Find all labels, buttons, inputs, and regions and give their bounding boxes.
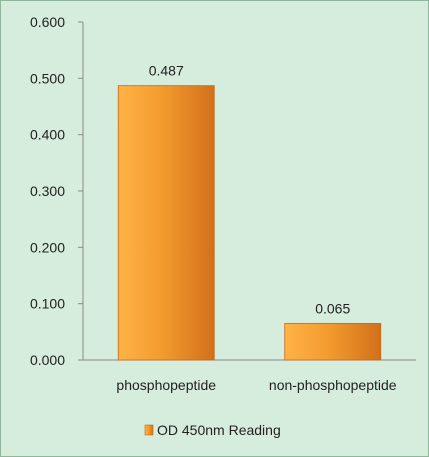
y-tick-label: 0.000 [30, 352, 65, 368]
bar-non-phosphopeptide [284, 322, 382, 361]
legend: OD 450nm Reading [144, 422, 281, 438]
category-label: phosphopeptide [116, 377, 216, 393]
y-tick-label: 0.200 [30, 239, 65, 255]
data-label: 0.065 [315, 300, 350, 316]
bar-phosphopeptide [117, 85, 215, 361]
bars [117, 85, 382, 361]
x-axis-categories: phosphopeptide non-phosphopeptide [116, 377, 396, 393]
y-tick-label: 0.300 [30, 183, 65, 199]
y-tick-label: 0.100 [30, 296, 65, 312]
y-tick-label: 0.600 [30, 14, 65, 30]
y-tick-label: 0.400 [30, 127, 65, 143]
data-labels: 0.487 0.065 [149, 63, 351, 317]
category-label: non-phosphopeptide [269, 377, 397, 393]
y-tick-label: 0.500 [30, 70, 65, 86]
legend-swatch [144, 424, 154, 436]
y-axis-ticks: 0.000 0.100 0.200 0.300 0.400 0.500 0.600 [30, 14, 83, 368]
legend-label: OD 450nm Reading [157, 422, 281, 438]
data-label: 0.487 [149, 63, 184, 79]
